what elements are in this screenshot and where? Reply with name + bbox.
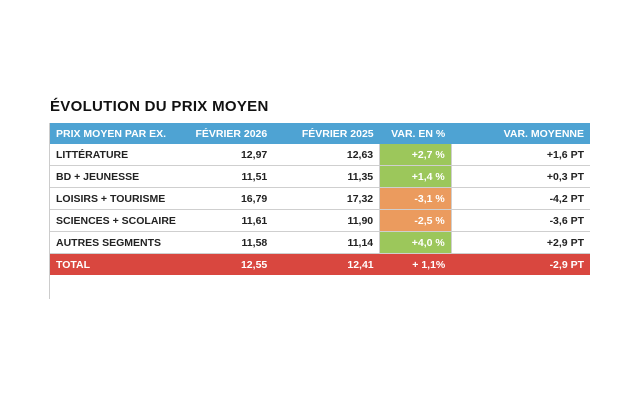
row-label: LITTÉRATURE bbox=[50, 144, 190, 166]
cell: 12,55 bbox=[189, 253, 274, 275]
row: AUTRES SEGMENTS 11,58 11,14 +4,0 % +2,9 PT bbox=[50, 231, 590, 254]
price-table: PRIX MOYEN PAR EX. FÉVRIER 2026 FÉVRIER 20… bbox=[50, 123, 590, 275]
column-header: VAR. MOYENNE bbox=[451, 123, 590, 144]
cell: +0,3 PT bbox=[451, 165, 590, 188]
row-label: AUTRES SEGMENTS bbox=[50, 231, 190, 254]
cell: +1,6 PT bbox=[451, 144, 590, 166]
row: LOISIRS + TOURISME 16,79 17,32 -3,1 % -4,2 P… bbox=[50, 187, 590, 210]
cell: -2,9 PT bbox=[451, 253, 590, 275]
cell: 17,32 bbox=[273, 187, 380, 210]
row: SCIENCES + SCOLAIRE 11,61 11,90 -2,5 % -3,6 … bbox=[50, 209, 590, 232]
column-header: FÉVRIER 2026 bbox=[189, 123, 274, 144]
cell: -4,2 PT bbox=[451, 187, 590, 210]
row-label: TOTAL bbox=[50, 253, 190, 275]
cell: 11,90 bbox=[273, 209, 380, 232]
title: ÉVOLUTION DU PRIX MOYEN bbox=[50, 98, 269, 115]
row-label: BD + JEUNESSE bbox=[50, 165, 190, 188]
cell: -3,1 % bbox=[379, 187, 452, 210]
cell: +2,9 PT bbox=[451, 231, 590, 254]
cell: -3,6 PT bbox=[451, 209, 590, 232]
row-label: LOISIRS + TOURISME bbox=[50, 187, 190, 210]
cell: 11,51 bbox=[189, 165, 274, 188]
column-header: VAR. EN % bbox=[379, 123, 452, 144]
cell: +1,4 % bbox=[379, 165, 452, 188]
cell: -2,5 % bbox=[379, 209, 452, 232]
cell: +2,7 % bbox=[379, 144, 452, 166]
cell: + 1,1% bbox=[379, 253, 452, 275]
column-header: FÉVRIER 2025 bbox=[273, 123, 380, 144]
cell: 12,97 bbox=[189, 144, 274, 166]
table-body: LITTÉRATURE 12,97 12,63 +2,7 % +1,6 PT BD + J… bbox=[50, 144, 590, 275]
row: LITTÉRATURE 12,97 12,63 +2,7 % +1,6 PT bbox=[50, 144, 590, 166]
cell: 11,58 bbox=[189, 231, 274, 254]
cell: 11,35 bbox=[273, 165, 380, 188]
cell: +4,0 % bbox=[379, 231, 452, 254]
cell: 16,79 bbox=[189, 187, 274, 210]
header-row: PRIX MOYEN PAR EX. FÉVRIER 2026 FÉVRIER 20… bbox=[50, 123, 590, 144]
column-header: PRIX MOYEN PAR EX. bbox=[50, 123, 190, 144]
table-head: PRIX MOYEN PAR EX. FÉVRIER 2026 FÉVRIER 20… bbox=[50, 123, 590, 144]
row-label: SCIENCES + SCOLAIRE bbox=[50, 209, 190, 232]
cell: 11,61 bbox=[189, 209, 274, 232]
rule bbox=[49, 123, 50, 299]
total-row: TOTAL 12,55 12,41 + 1,1% -2,9 PT bbox=[50, 253, 590, 275]
row: BD + JEUNESSE 11,51 11,35 +1,4 % +0,3 PT bbox=[50, 165, 590, 188]
cell: 12,63 bbox=[273, 144, 380, 166]
cell: 12,41 bbox=[273, 253, 380, 275]
cell: 11,14 bbox=[273, 231, 380, 254]
